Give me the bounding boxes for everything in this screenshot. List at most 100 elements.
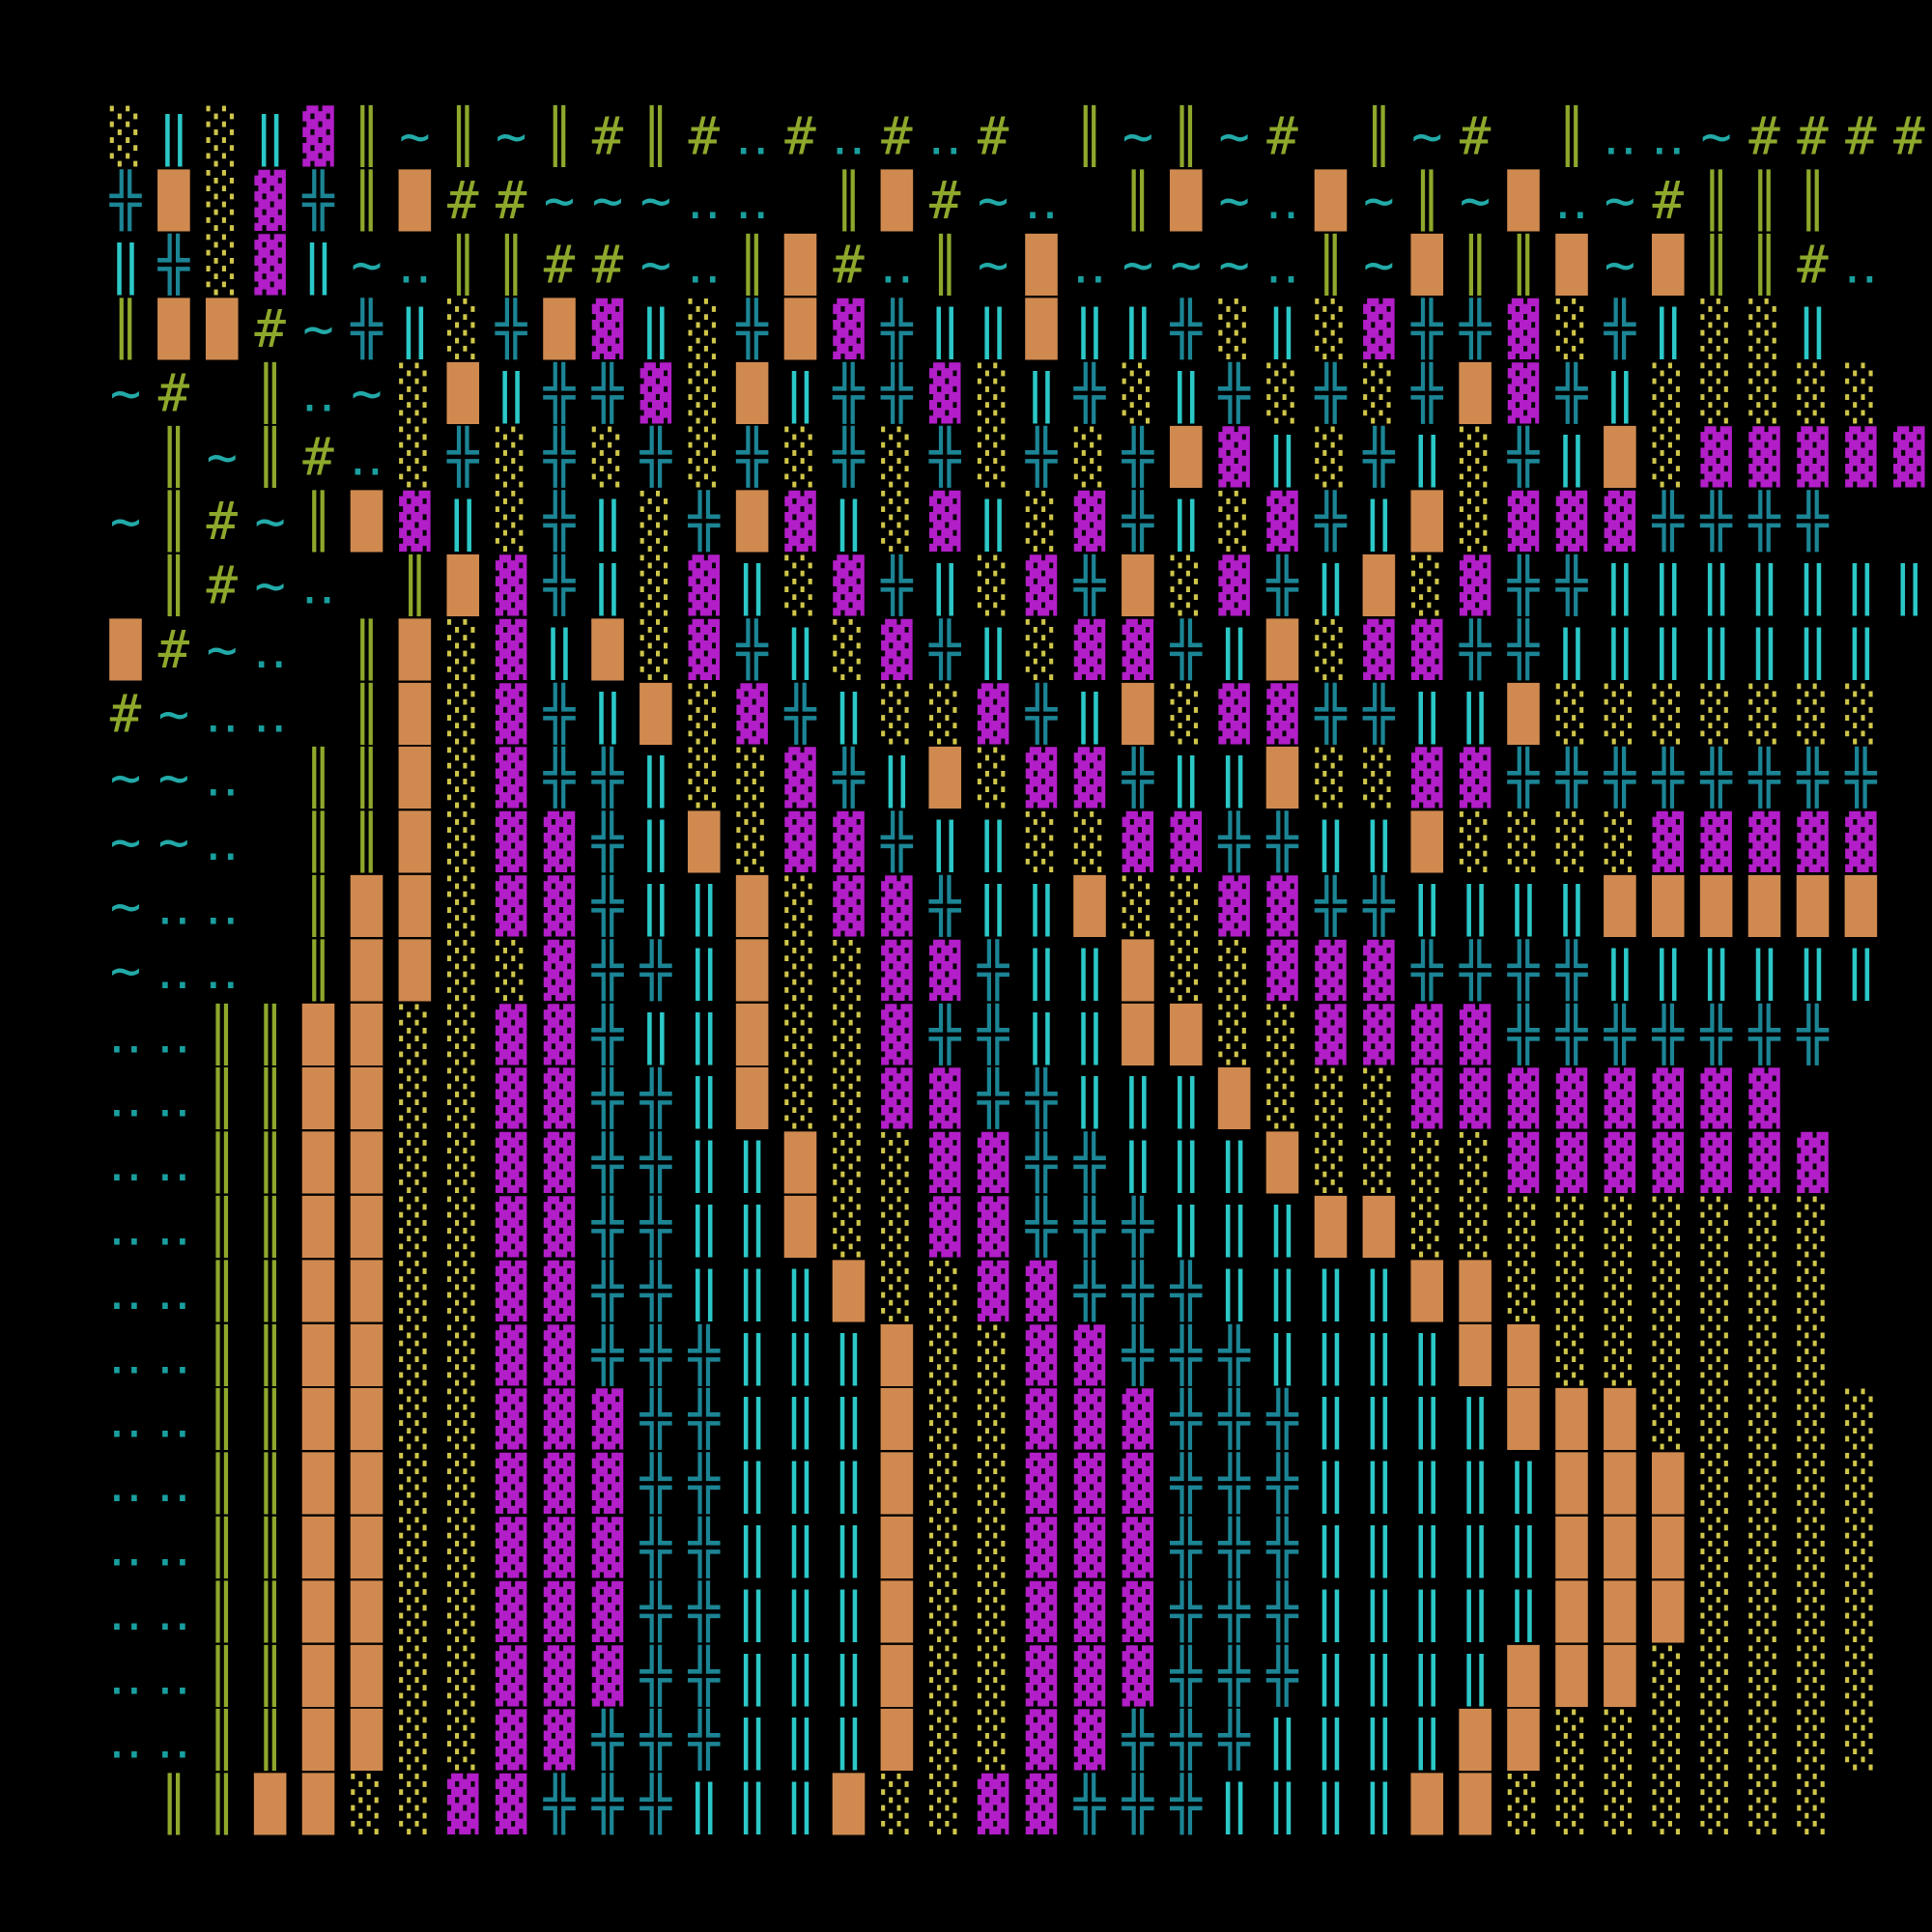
tile: # bbox=[447, 170, 479, 231]
tile: ‖ bbox=[1411, 683, 1443, 744]
tile: ░ bbox=[1460, 1196, 1492, 1258]
tile: ╬ bbox=[591, 1003, 624, 1065]
tile: ░ bbox=[399, 1644, 431, 1706]
tile: ‥ bbox=[397, 235, 432, 296]
tile: █ bbox=[1459, 1260, 1492, 1322]
tile: ░ bbox=[1845, 1517, 1877, 1578]
tile: █ bbox=[301, 1709, 335, 1772]
tile: ╬ bbox=[639, 1131, 672, 1194]
tile: ‖ bbox=[1170, 748, 1202, 809]
tile: █ bbox=[350, 1452, 384, 1515]
tile: ~ bbox=[544, 170, 576, 231]
tile: █ bbox=[1362, 1196, 1396, 1259]
tile: ‖ bbox=[1411, 876, 1443, 937]
tile: ░ bbox=[1700, 1452, 1732, 1514]
tile: ║ bbox=[254, 1067, 286, 1130]
tile: █ bbox=[783, 1196, 817, 1259]
tile: ╬ bbox=[1217, 1323, 1250, 1386]
tile: ╬ bbox=[687, 1452, 720, 1515]
tile: ░ bbox=[640, 618, 672, 680]
tile: ▓ bbox=[1652, 810, 1684, 872]
tile: ║ bbox=[206, 1067, 238, 1130]
tile: # bbox=[978, 106, 1009, 167]
tile: ░ bbox=[978, 1323, 1009, 1385]
tile: █ bbox=[398, 682, 432, 745]
tile: ▓ bbox=[544, 1323, 576, 1385]
tile: ‥ bbox=[253, 619, 288, 680]
tile: ‖ bbox=[1700, 619, 1732, 680]
tile: # bbox=[1748, 106, 1780, 167]
tile: # bbox=[158, 362, 190, 423]
tile: ║ bbox=[158, 490, 190, 553]
tile: ▓ bbox=[544, 1196, 576, 1258]
tile: ░ bbox=[1218, 298, 1250, 359]
tile: ‥ bbox=[205, 683, 240, 744]
tile: █ bbox=[1459, 1773, 1492, 1835]
tile: ░ bbox=[1700, 1580, 1732, 1642]
tile: ╬ bbox=[591, 939, 624, 1002]
tile: ░ bbox=[1652, 1773, 1684, 1834]
tile: █ bbox=[1651, 875, 1685, 938]
tile: █ bbox=[301, 1773, 335, 1835]
tile: ▓ bbox=[1556, 1067, 1588, 1129]
tile: # bbox=[592, 106, 624, 167]
tile: ~ bbox=[1411, 106, 1443, 167]
tile: █ bbox=[880, 1644, 914, 1707]
tile: ║ bbox=[1748, 234, 1780, 297]
tile: ░ bbox=[784, 426, 816, 488]
tile: ‖ bbox=[1266, 1710, 1298, 1771]
tile: ~ bbox=[1218, 235, 1250, 296]
tile: ‖ bbox=[688, 1132, 720, 1193]
tile: █ bbox=[205, 298, 239, 360]
tile: ╬ bbox=[639, 426, 672, 489]
tile: ║ bbox=[302, 490, 334, 553]
tile: ▓ bbox=[1315, 939, 1347, 1001]
tile: ‖ bbox=[784, 1774, 816, 1834]
tile: ╬ bbox=[1169, 1517, 1202, 1579]
tile: ~ bbox=[978, 235, 1009, 296]
tile: ░ bbox=[399, 1131, 431, 1193]
tile: ║ bbox=[206, 1452, 238, 1515]
tile: ░ bbox=[1026, 618, 1058, 680]
tile: ▓ bbox=[1026, 1260, 1058, 1321]
tile: ‥ bbox=[735, 170, 770, 231]
tile: ░ bbox=[206, 105, 238, 167]
tile: ‥ bbox=[156, 1132, 191, 1193]
tile: ░ bbox=[833, 618, 865, 680]
tile: ~ bbox=[110, 362, 142, 423]
tile: ║ bbox=[351, 105, 383, 168]
tile: ‖ bbox=[784, 1518, 816, 1578]
tile: ‖ bbox=[1797, 298, 1829, 359]
tile: ‥ bbox=[156, 1197, 191, 1258]
tile: █ bbox=[880, 169, 914, 232]
tile: ‥ bbox=[349, 427, 384, 488]
tile: ░ bbox=[1460, 426, 1492, 488]
tile: ░ bbox=[399, 1323, 431, 1385]
tile: ‖ bbox=[1315, 1645, 1347, 1706]
tile: ‖ bbox=[929, 811, 961, 872]
tile: ░ bbox=[1556, 682, 1588, 744]
tile: ░ bbox=[1411, 1196, 1443, 1258]
tile: ▓ bbox=[1122, 1580, 1154, 1642]
tile: ╬ bbox=[639, 1067, 672, 1130]
tile: ‖ bbox=[1266, 1324, 1298, 1385]
tile: █ bbox=[1314, 1196, 1348, 1259]
tile: ░ bbox=[1170, 939, 1202, 1001]
tile: ▓ bbox=[447, 1773, 479, 1834]
tile: ║ bbox=[110, 298, 142, 360]
tile: ░ bbox=[881, 1196, 913, 1258]
tile: █ bbox=[350, 1388, 384, 1451]
tile: ░ bbox=[1315, 298, 1347, 359]
tile: ‖ bbox=[1460, 1645, 1492, 1706]
tile: ▓ bbox=[1266, 490, 1298, 552]
tile: ░ bbox=[929, 1517, 961, 1578]
tile: █ bbox=[1217, 1067, 1251, 1130]
tile: ░ bbox=[496, 939, 527, 1001]
tile: ‥ bbox=[205, 748, 240, 809]
tile: ╬ bbox=[1217, 1709, 1250, 1772]
tile: ‖ bbox=[1605, 619, 1636, 680]
tile: ░ bbox=[1652, 682, 1684, 744]
tile: ‖ bbox=[1411, 1453, 1443, 1514]
tile: ‖ bbox=[736, 555, 768, 616]
tile: ‥ bbox=[156, 1645, 191, 1706]
